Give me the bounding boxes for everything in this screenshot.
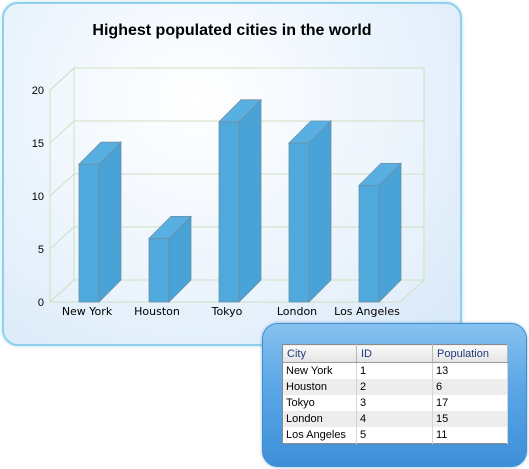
bar-top (358, 162, 402, 186)
cell-id[interactable]: 2 (356, 379, 433, 395)
bar-side (98, 141, 122, 303)
data-grid-panel: City ID Population New York 1 13 Houston… (262, 323, 527, 467)
table-row[interactable]: New York 1 13 (282, 362, 508, 379)
cell-city[interactable]: New York (282, 362, 357, 379)
table-row[interactable]: London 4 15 (282, 411, 508, 427)
y-tick-label: 15 (32, 138, 44, 150)
column-header-id[interactable]: ID (356, 344, 433, 363)
table-row[interactable]: Houston 2 6 (282, 379, 508, 395)
cell-id[interactable]: 3 (356, 395, 433, 411)
gridline (49, 120, 424, 144)
bar-front (218, 121, 240, 303)
cell-population[interactable]: 17 (432, 395, 508, 411)
chart-title: Highest populated cities in the world (92, 22, 372, 39)
x-tick-label: London (277, 305, 317, 318)
cell-city[interactable]: London (282, 411, 357, 427)
bar-top (288, 120, 332, 144)
cell-population[interactable]: 13 (432, 362, 508, 379)
cell-city[interactable]: Tokyo (282, 395, 357, 411)
cell-city[interactable]: Houston (282, 379, 357, 395)
bar-front (288, 142, 310, 303)
table-row[interactable]: Tokyo 3 17 (282, 395, 508, 411)
cell-id[interactable]: 5 (356, 427, 433, 444)
y-tick-label: 5 (38, 244, 44, 256)
cell-city[interactable]: Los Angeles (282, 427, 357, 444)
y-tick-label: 0 (38, 297, 44, 309)
grid-header-row: City ID Population (282, 344, 508, 363)
bar-top (78, 141, 122, 165)
bar-front (78, 163, 100, 303)
cell-population[interactable]: 15 (432, 411, 508, 427)
cell-id[interactable]: 1 (356, 362, 433, 379)
data-grid: City ID Population New York 1 13 Houston… (282, 344, 508, 444)
y-tick-label: 20 (32, 85, 44, 97)
x-tick-label: New York (62, 305, 113, 318)
bar-top (218, 99, 262, 123)
x-tick-label: Houston (134, 305, 180, 318)
column-header-population[interactable]: Population (432, 344, 508, 363)
cell-population[interactable]: 11 (432, 427, 508, 444)
bar-front (148, 237, 170, 303)
cell-id[interactable]: 4 (356, 411, 433, 427)
gridline (49, 67, 424, 91)
bar-side (308, 120, 332, 303)
bar-side (378, 162, 402, 303)
y-tick-label: 10 (32, 191, 44, 203)
x-tick-label: Tokyo (211, 305, 243, 318)
x-tick-label: Los Angeles (334, 305, 400, 318)
bar-side (238, 98, 262, 303)
bar-front (358, 184, 380, 303)
bar-chart: 0 5 10 15 20 New York Houston Tokyo London Los An… (32, 66, 426, 318)
table-row[interactable]: Los Angeles 5 11 (282, 427, 508, 444)
cell-population[interactable]: 6 (432, 379, 508, 395)
bar-top (148, 215, 192, 239)
column-header-city[interactable]: City (282, 344, 357, 363)
